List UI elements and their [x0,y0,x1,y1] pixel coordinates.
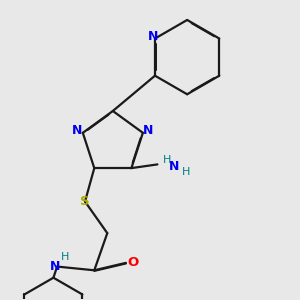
Text: N: N [143,124,154,137]
Text: H: H [163,155,171,165]
Text: S: S [80,195,90,208]
Text: N: N [72,124,83,137]
Text: O: O [127,256,138,269]
Text: N: N [169,160,179,173]
Text: N: N [148,30,158,43]
Text: N: N [50,260,61,273]
Text: H: H [60,252,69,262]
Text: H: H [182,167,190,177]
